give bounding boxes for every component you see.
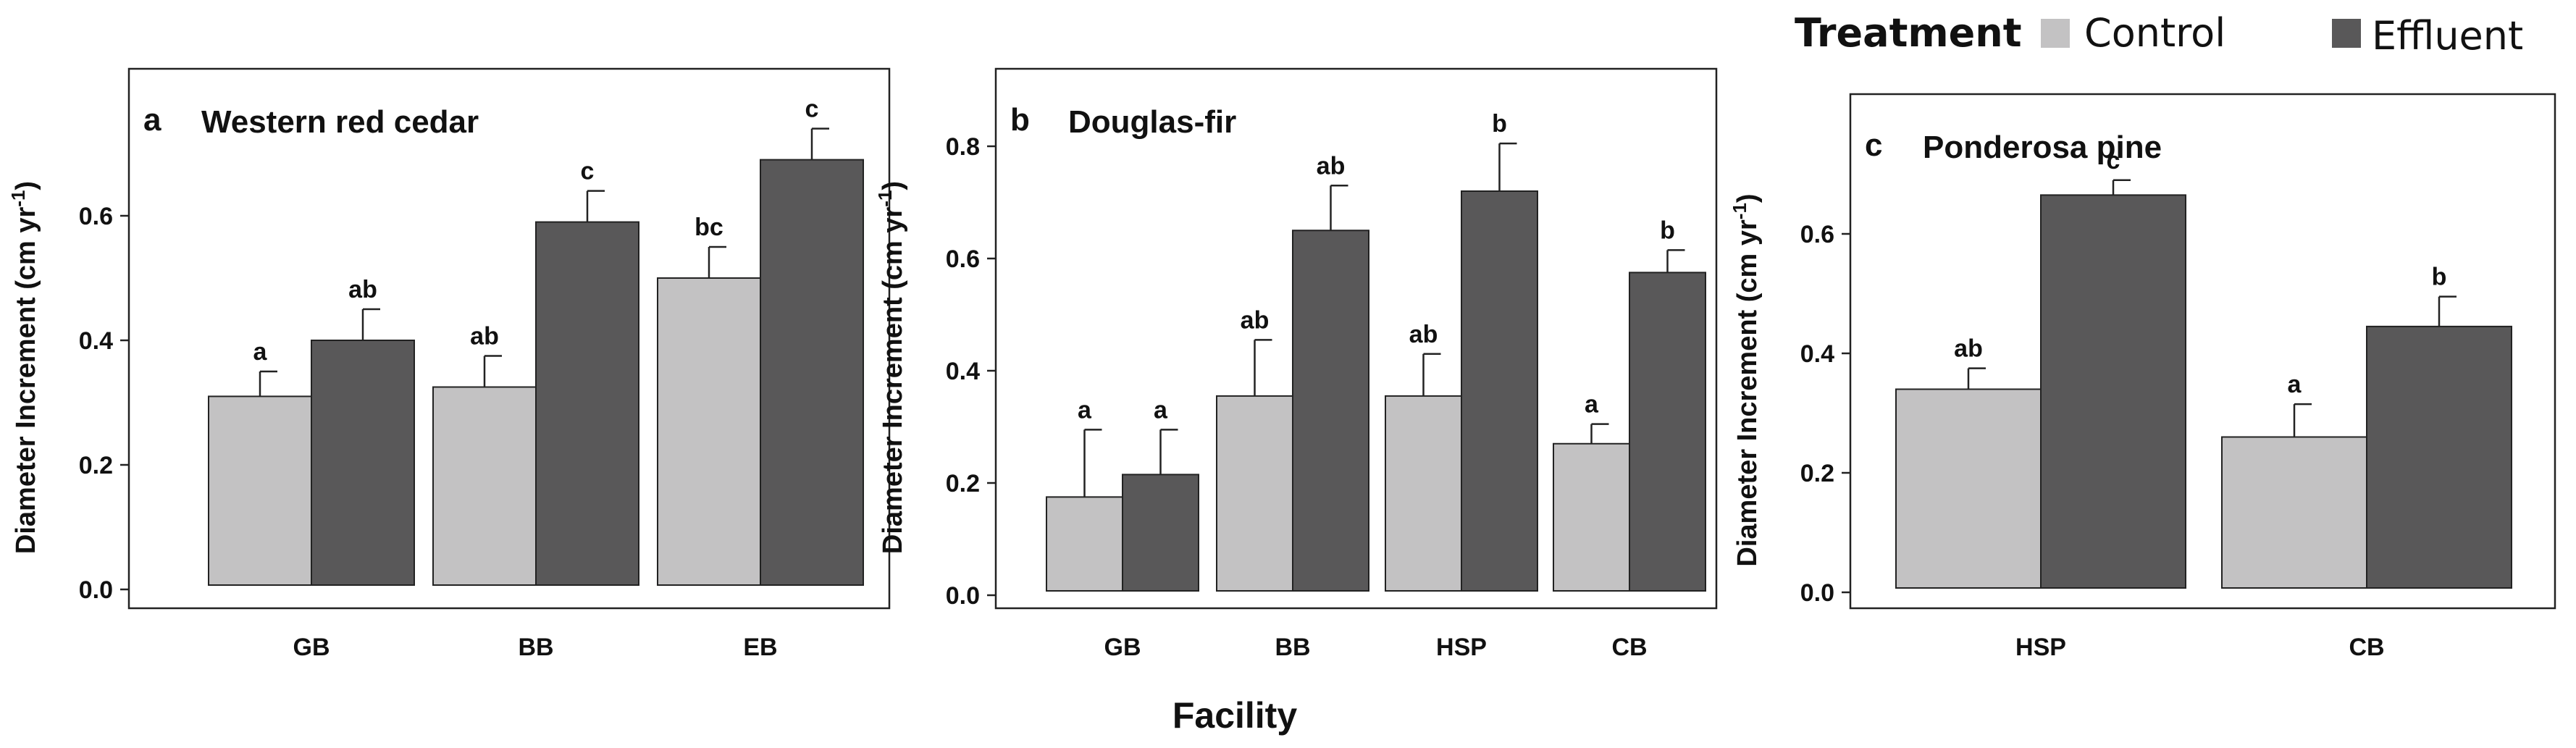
y-axis-label-tail: ): [11, 181, 41, 190]
x-tick-label: HSP: [2015, 634, 2066, 661]
panel-b: b Douglas-fir 0.0 0.2 0.4 0.6 0.8 Diameter Incr…: [874, 67, 1718, 661]
legend-label-control: Control: [2084, 10, 2225, 56]
y-axis-label: Diameter Increment (cm yr-1): [1729, 193, 1763, 566]
x-tick-label: BB: [518, 634, 553, 661]
x-tick-label: GB: [293, 634, 330, 661]
significance-letter: a: [1585, 391, 1599, 419]
y-axis-label-main: Diameter Increment (cm yr: [878, 206, 908, 554]
panel-title: Ponderosa pine: [1923, 130, 2162, 165]
legend-swatch-control: [2041, 19, 2070, 48]
bar-control: [1046, 496, 1123, 592]
y-tick-label: 0.4: [946, 358, 980, 385]
panel-letter: c: [1865, 127, 1882, 163]
y-axis-label-sup: -1: [1729, 203, 1750, 219]
panel-letter: a: [143, 102, 161, 138]
legend-swatch-effluent: [2332, 19, 2361, 48]
significance-letter: b: [1492, 110, 1507, 138]
x-tick-label: BB: [1275, 634, 1310, 661]
y-axis-label-sup: -1: [7, 190, 29, 207]
y-tick-label: 0.2: [946, 470, 980, 497]
panel-a: a Western red cedar 0.0 0.2 0.4 0.6 Diameter I…: [7, 67, 891, 661]
plot-frame: [1849, 93, 2556, 610]
x-tick-label: GB: [1104, 634, 1141, 661]
significance-letter: a: [2288, 371, 2302, 398]
bar-control: [1385, 395, 1462, 592]
significance-letter: ab: [348, 276, 377, 303]
bar-effluent: [1122, 474, 1199, 592]
panel-title: Western red cedar: [201, 104, 479, 140]
y-tick-label: 0.0: [79, 576, 113, 604]
y-axis-label-sup: -1: [874, 190, 896, 207]
x-tick-label: EB: [743, 634, 777, 661]
y-axis-label: Diameter Increment (cm yr-1): [874, 181, 908, 554]
significance-letter: ab: [1954, 335, 1983, 363]
significance-letter: ab: [470, 323, 499, 350]
bar-control: [208, 395, 312, 587]
significance-letter: a: [1154, 396, 1168, 424]
bar-control: [657, 277, 761, 586]
significance-letter: ab: [1409, 321, 1438, 348]
significance-letter: c: [581, 158, 595, 185]
y-tick-label: 0.0: [1800, 579, 1834, 607]
y-axis-label-main: Diameter Increment (cm yr: [1732, 219, 1763, 567]
y-tick-label: 0.8: [946, 133, 980, 161]
panel-title: Douglas-fir: [1068, 104, 1236, 140]
y-tick-label: 0.4: [79, 327, 113, 355]
y-tick-label: 0.0: [946, 582, 980, 610]
bar-effluent: [2366, 325, 2512, 589]
bar-effluent: [1292, 230, 1369, 592]
plot-frame: [127, 67, 891, 610]
significance-letter: bc: [695, 214, 723, 241]
y-axis-label: Diameter Increment (cm yr-1): [7, 181, 41, 554]
legend: Treatment Control Effluent: [1795, 10, 2523, 59]
y-tick-label: 0.2: [1800, 460, 1834, 487]
significance-letter: ab: [1317, 152, 1346, 180]
legend-title: Treatment: [1795, 10, 2022, 56]
x-tick-label: HSP: [1436, 634, 1487, 661]
bar-effluent: [1461, 190, 1538, 592]
bar-effluent: [2040, 194, 2186, 589]
y-axis-label-tail: ): [1732, 193, 1763, 203]
y-tick-label: 0.4: [1800, 340, 1834, 368]
common-x-axis-label: Facility: [1172, 695, 1297, 736]
y-tick-label: 0.2: [79, 452, 113, 479]
y-tick-label: 0.6: [79, 203, 113, 230]
significance-letter: a: [1078, 396, 1092, 424]
plot-frame: [994, 67, 1718, 610]
y-tick-label: 0.6: [946, 245, 980, 273]
panel-letter: b: [1010, 102, 1030, 138]
significance-letter: b: [1660, 217, 1675, 244]
significance-letter: c: [2107, 147, 2120, 175]
bar-control: [1216, 395, 1293, 592]
bar-effluent: [1629, 272, 1706, 592]
bar-effluent: [760, 159, 864, 587]
x-tick-label: CB: [2349, 634, 2384, 661]
bar-effluent: [311, 340, 415, 586]
y-axis-label-tail: ): [878, 181, 908, 190]
x-tick-label: CB: [1611, 634, 1647, 661]
bar-effluent: [535, 221, 639, 586]
significance-letter: a: [253, 338, 268, 366]
bar-control: [1553, 442, 1630, 592]
y-axis-label-main: Diameter Increment (cm yr: [11, 206, 41, 554]
y-tick-label: 0.6: [1800, 221, 1834, 248]
significance-letter: c: [805, 96, 819, 123]
significance-letter: ab: [1241, 306, 1270, 334]
bar-control: [1895, 388, 2042, 589]
bar-control: [432, 386, 537, 586]
bar-control: [2221, 436, 2367, 589]
significance-letter: b: [2432, 264, 2447, 291]
legend-label-effluent: Effluent: [2372, 13, 2523, 59]
